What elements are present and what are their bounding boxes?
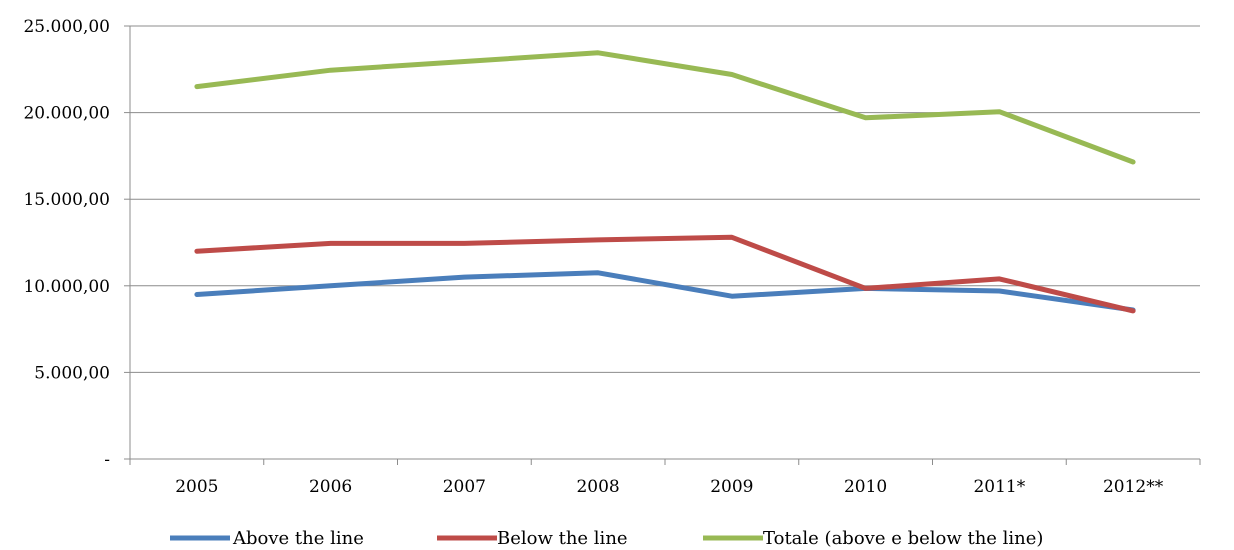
legend-label-1: Above the line — [232, 528, 364, 549]
series-lines — [194, 50, 1136, 314]
legend-label-2: Below the line — [497, 528, 628, 549]
x-tick-label: 2009 — [710, 477, 753, 497]
gridlines — [130, 25, 1200, 373]
series-line-2 — [194, 234, 1136, 314]
legend: Above the line Below the line Totale (abov… — [170, 528, 1043, 549]
x-tick-label: 2012** — [1103, 477, 1164, 497]
x-tick-label: 2006 — [309, 477, 352, 497]
y-tick-label: 20.000,00 — [23, 104, 110, 124]
y-tick-label: 5.000,00 — [34, 363, 110, 383]
y-tick-label: 10.000,00 — [23, 277, 110, 297]
legend-label-3: Totale (above e below the line) — [763, 528, 1043, 549]
axes: - 5.000,00 10.000,00 15.000,00 20.000,00 25.0… — [23, 17, 1201, 497]
y-tick-label: 25.000,00 — [23, 17, 110, 37]
series-line-3 — [194, 50, 1136, 165]
x-tick-label: 2008 — [576, 477, 619, 497]
x-tick-label: 2005 — [175, 477, 218, 497]
x-tick-label: 2007 — [443, 477, 486, 497]
series-line-1 — [194, 270, 1136, 313]
x-tick-label: 2011* — [973, 477, 1025, 497]
y-tick-label: 15.000,00 — [23, 190, 110, 210]
x-tick-label: 2010 — [844, 477, 887, 497]
y-tick-label: - — [104, 450, 110, 470]
